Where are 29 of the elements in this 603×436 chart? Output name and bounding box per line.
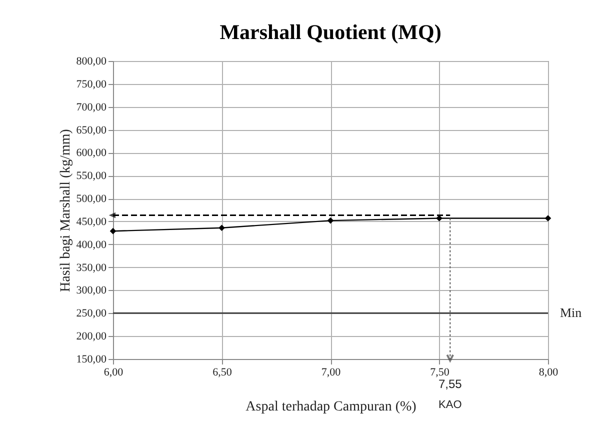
ref-line-label: Min	[560, 305, 582, 320]
chart-title: Marshall Quotient (MQ)	[220, 20, 442, 44]
x-tick-label: 6,50	[212, 366, 232, 378]
y-tick-label: 750,00	[76, 78, 107, 90]
y-tick-label: 250,00	[76, 308, 107, 320]
point	[110, 228, 116, 234]
x-tick-label: 8,00	[538, 366, 559, 378]
y-tick-label: 550,00	[76, 170, 107, 182]
y-tick-label: 800,00	[76, 56, 107, 68]
y-tick-label: 400,00	[76, 238, 107, 251]
y-tick-label: 200,00	[76, 330, 107, 343]
y-tick-label: 150,00	[76, 354, 107, 366]
y-tick-label: 300,00	[76, 284, 107, 297]
point	[544, 215, 552, 222]
text: KAO	[438, 399, 462, 411]
y-tick-label: 500,00	[76, 193, 107, 206]
y-tick-label: 700,00	[76, 101, 107, 114]
y-axis-title: Hasil bagi Marshall (kg/mm)	[58, 128, 74, 292]
y-tick-label: 450,00	[76, 216, 107, 228]
x-axis-title: Aspal terhadap Campuran (%)	[246, 400, 417, 414]
y-tick-label: 600,00	[76, 147, 107, 160]
y-tick-label: 350,00	[76, 262, 107, 274]
y-tick-label: 650,00	[76, 124, 107, 136]
annotation: 7,55	[438, 377, 462, 391]
point	[218, 224, 225, 232]
x-tick-label: 7,50	[430, 366, 450, 378]
point	[327, 217, 334, 224]
x-tick-label: 6,00	[104, 366, 124, 378]
x-tick-label: 7,00	[321, 366, 342, 378]
